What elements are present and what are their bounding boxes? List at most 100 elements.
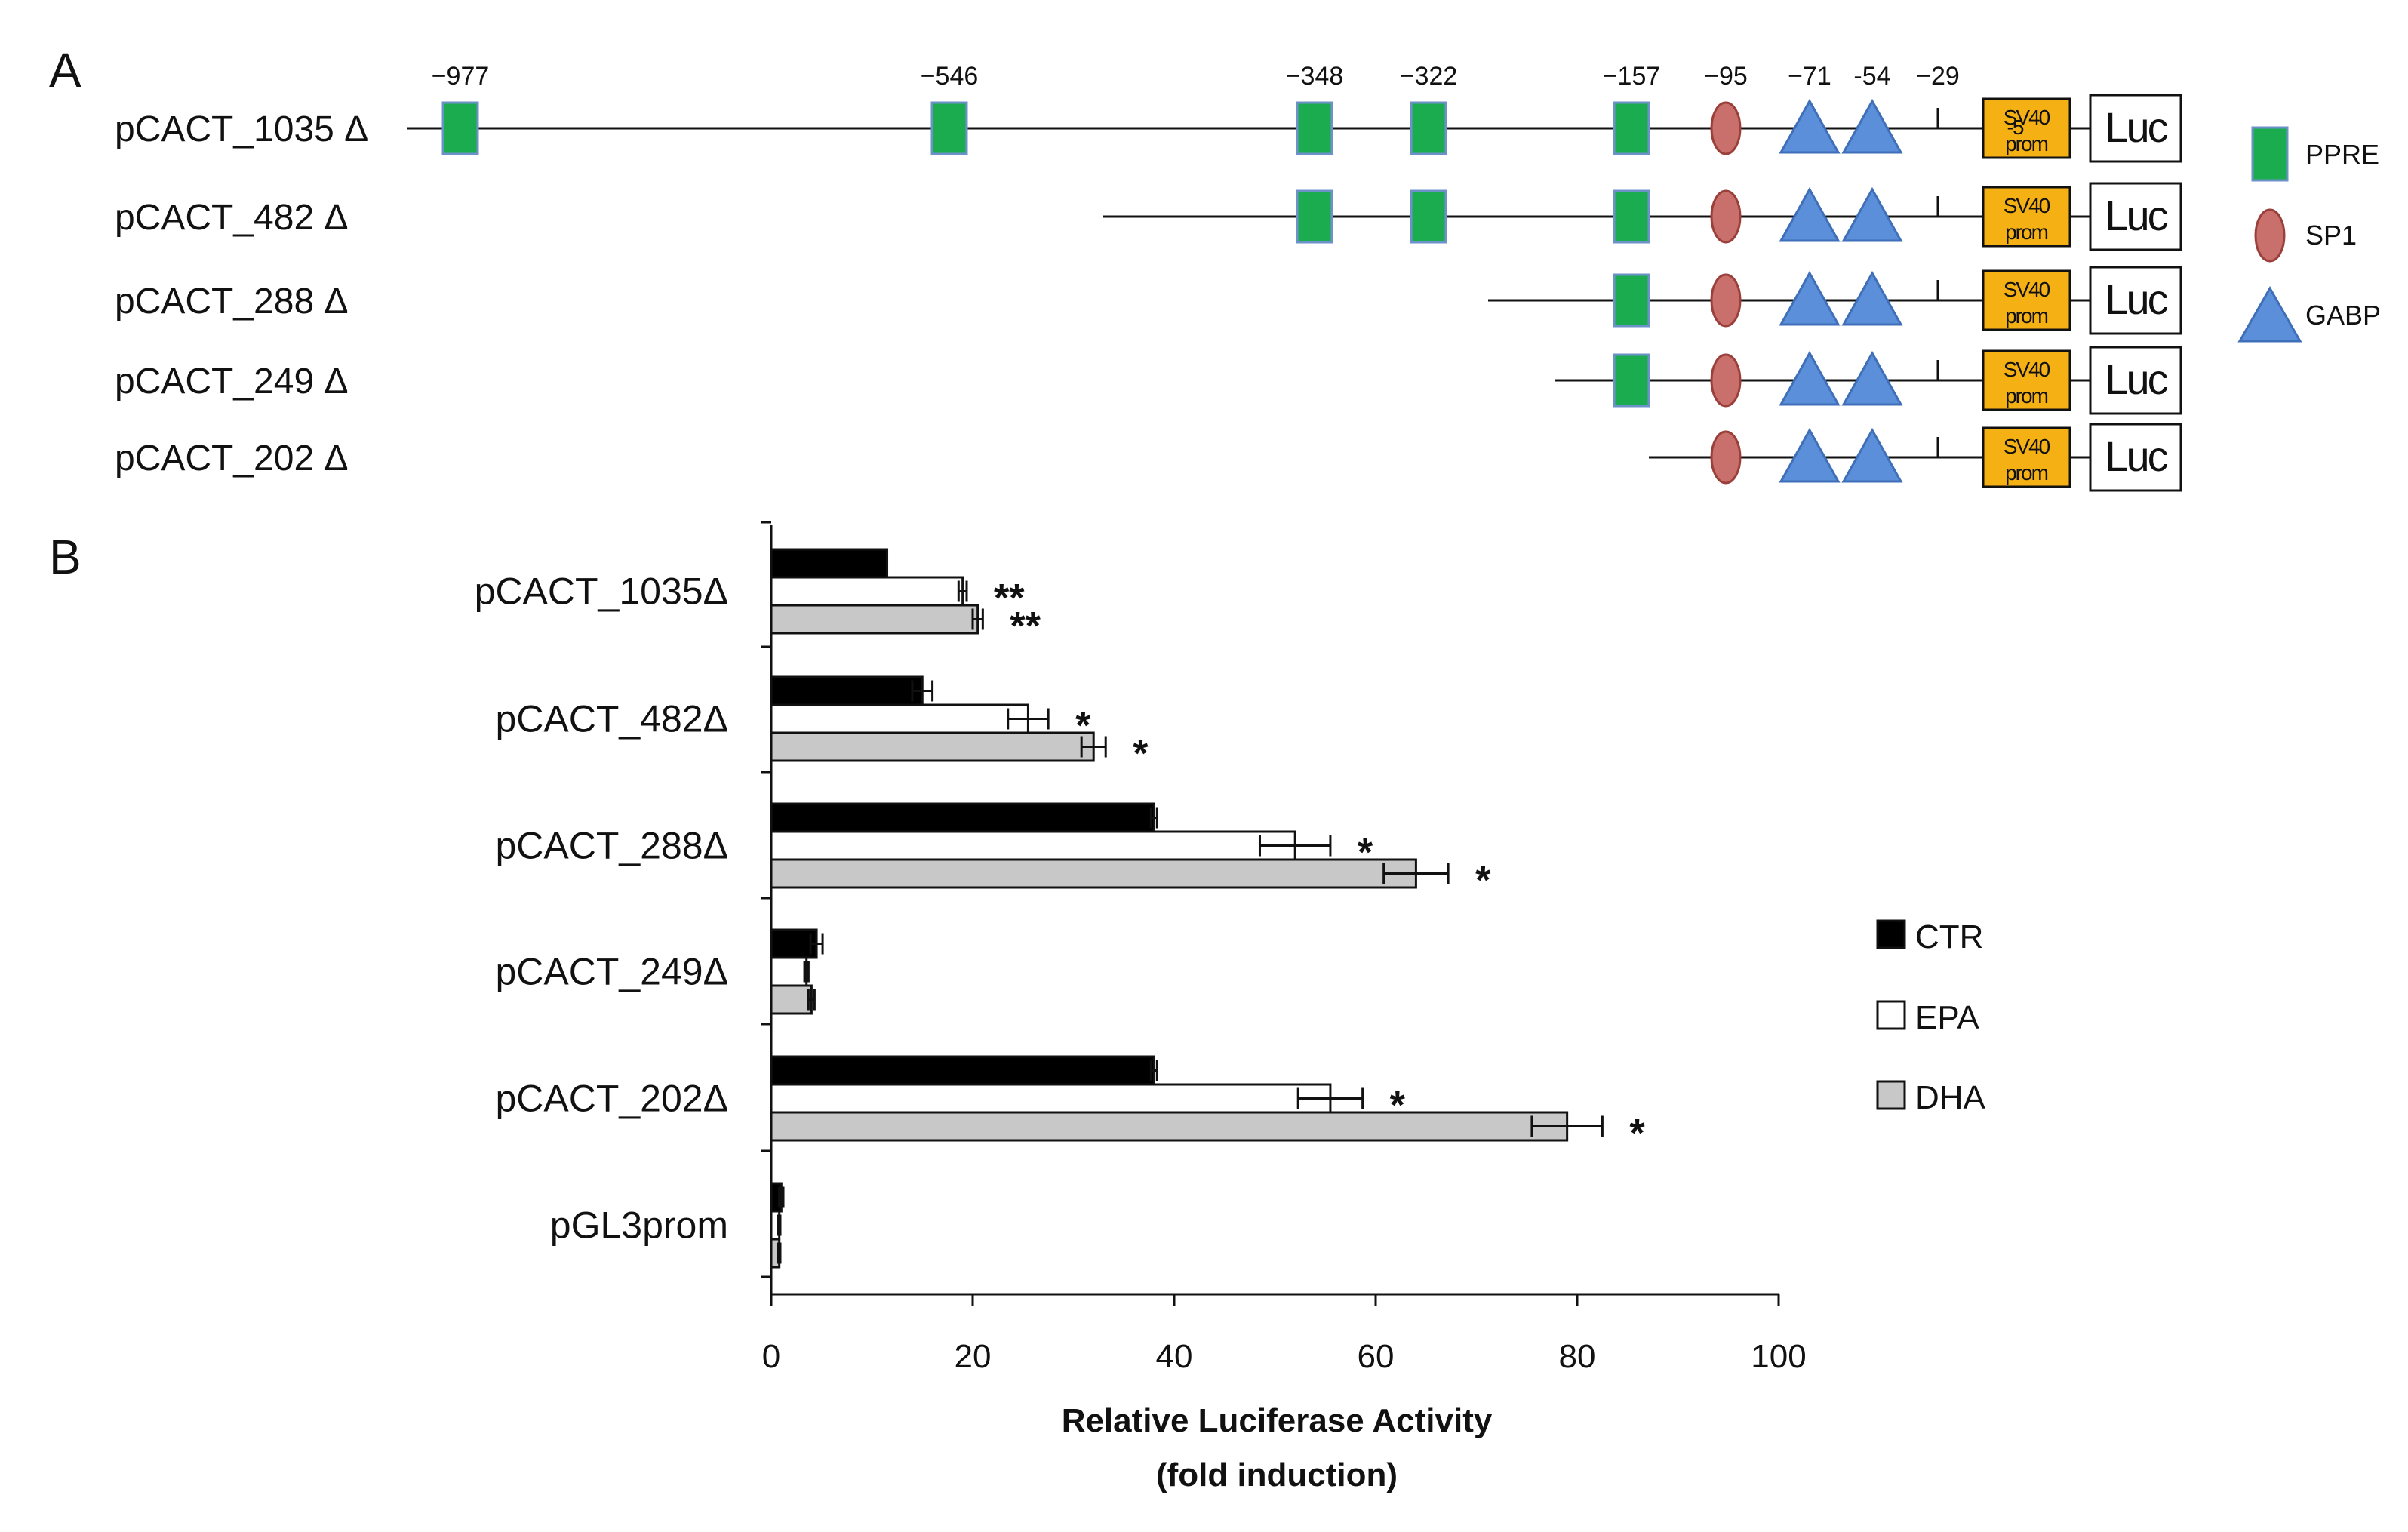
category-labels: pCACT_1035Δ pCACT_482Δ pCACT_288Δ pCACT_249… (475, 571, 728, 1247)
panel-a-letter: A (49, 43, 81, 97)
ppre-box (1410, 189, 1447, 244)
gabp-triangle (1841, 270, 1903, 326)
legend-swatch-dha (1876, 1080, 1906, 1110)
panel-b-letter: B (49, 530, 81, 584)
gabp-triangle (1841, 186, 1903, 242)
bar-ctr (770, 548, 889, 579)
ppre-box (1613, 101, 1650, 155)
construct-label: pCACT_288 Δ (115, 281, 349, 321)
construct-label: pCACT_482 Δ (115, 198, 349, 238)
bar-epa (770, 956, 808, 987)
legend-ppre-symbol (2251, 126, 2289, 182)
x-axis-title-line2: (fold induction) (1156, 1457, 1398, 1494)
bar-epa (770, 830, 1296, 861)
gabp-triangle (1779, 98, 1841, 154)
position-label: −95 (1704, 62, 1748, 91)
position-labels: −977 −546 −348 −322 −157 −95 −71 -54 −29 (432, 62, 1960, 91)
luc-label: Luc (2105, 432, 2167, 480)
gabp-triangle (1841, 98, 1903, 154)
sv40-label: SV40 (2004, 278, 2050, 301)
gabp-triangle (1779, 186, 1841, 242)
ppre-box (1613, 353, 1650, 408)
legend-label: PPRE (2305, 139, 2379, 170)
luc-box (2089, 423, 2182, 492)
bar-dha (770, 1111, 1569, 1142)
prom-label: prom (2005, 384, 2047, 408)
x-axis-title-line1: Relative Luciferase Activity (1062, 1402, 1493, 1439)
luc-label: Luc (2105, 192, 2167, 239)
position-label: −322 (1400, 62, 1458, 91)
sv40-label: SV40 (2004, 358, 2050, 381)
gabp-triangle (1841, 350, 1903, 406)
gabp-triangle (1779, 427, 1841, 483)
sp1-ellipse (1710, 430, 1742, 485)
x-tick-label: 60 (1358, 1338, 1395, 1375)
category-label: pCACT_249Δ (495, 951, 728, 993)
sv40-label: SV40 (2004, 106, 2050, 129)
sv40-promoter-box (1982, 426, 2071, 488)
luc-label: Luc (2105, 355, 2167, 403)
bar-ctr (770, 1055, 1155, 1086)
legend-label: SP1 (2305, 220, 2357, 251)
bar-epa (770, 703, 1029, 734)
luc-box (2089, 266, 2182, 335)
x-tick-label: 20 (955, 1338, 992, 1375)
category-label: pCACT_1035Δ (475, 571, 728, 613)
luciferase-bar-chart: B pCACT_1035Δ pCACT_482Δ pCACT_288Δ pCACT_2… (49, 521, 1986, 1494)
luc-label: Luc (2105, 103, 2167, 151)
ppre-box (441, 101, 479, 155)
category-label: pGL3prom (550, 1204, 728, 1247)
sp1-ellipse (1710, 189, 1742, 244)
category-label: pCACT_482Δ (495, 698, 728, 740)
sv40-promoter-box (1982, 269, 2071, 331)
promoter-constructs-diagram: A −977 −546 −348 −322 −157 −95 −71 -54 −29 pCACT… (49, 43, 2381, 492)
significance-mark: * (1629, 1112, 1645, 1155)
legend-label: CTR (1915, 918, 1983, 955)
sv40-promoter-box (1982, 186, 2071, 248)
legend-swatch-ctr (1876, 919, 1906, 949)
series-legend: CTR EPA DHA (1876, 918, 1986, 1116)
position-label: −348 (1286, 62, 1344, 91)
x-tick-label: 80 (1559, 1338, 1596, 1375)
construct-label: pCACT_249 Δ (115, 361, 349, 401)
ppre-box (1613, 189, 1650, 244)
x-tick-label: 40 (1156, 1338, 1193, 1375)
axes (761, 521, 1780, 1306)
bar-ctr (770, 675, 924, 706)
prom-label: prom (2005, 304, 2047, 328)
luc-box (2089, 182, 2182, 251)
construct-row: pCACT_288 Δ SV40 prom Luc (115, 266, 2182, 335)
luc-box (2089, 346, 2182, 415)
ppre-box (1613, 273, 1650, 328)
ppre-box (1296, 189, 1333, 244)
construct-row: pCACT_249 Δ SV40 prom Luc (115, 346, 2182, 415)
position-label: −977 (432, 62, 490, 91)
construct-label: pCACT_1035 Δ (115, 109, 368, 149)
bars: ********** (770, 548, 1645, 1269)
legend-gabp-symbol (2237, 285, 2302, 343)
position-label: −71 (1788, 62, 1831, 91)
ppre-box (1296, 101, 1333, 155)
construct-label: pCACT_202 Δ (115, 438, 349, 478)
construct-row: pCACT_1035 Δ SV40 prom-5 Luc (115, 94, 2182, 163)
sp1-ellipse (1710, 353, 1742, 408)
sv40-promoter-box (1982, 349, 2071, 411)
gabp-triangle (1779, 350, 1841, 406)
x-tick-labels: 0 20 40 60 80 100 (762, 1338, 1807, 1375)
ppre-box (930, 101, 968, 155)
x-tick-label: 100 (1751, 1338, 1806, 1375)
prom-label: prom (2005, 220, 2047, 244)
sv40-promoter-box (1982, 97, 2071, 159)
bar-dha (770, 604, 979, 635)
significance-mark: ** (994, 577, 1025, 620)
bar-dha (770, 984, 813, 1015)
position-label: -54 (1853, 62, 1890, 91)
legend-label: DHA (1915, 1079, 1986, 1116)
sp1-ellipse (1710, 273, 1742, 328)
construct-row: pCACT_482 Δ SV40 prom Luc (115, 182, 2182, 251)
luc-label: Luc (2105, 275, 2167, 323)
bar-dha (770, 731, 1095, 762)
x-tick-label: 0 (762, 1338, 780, 1375)
gabp-triangle (1841, 427, 1903, 483)
